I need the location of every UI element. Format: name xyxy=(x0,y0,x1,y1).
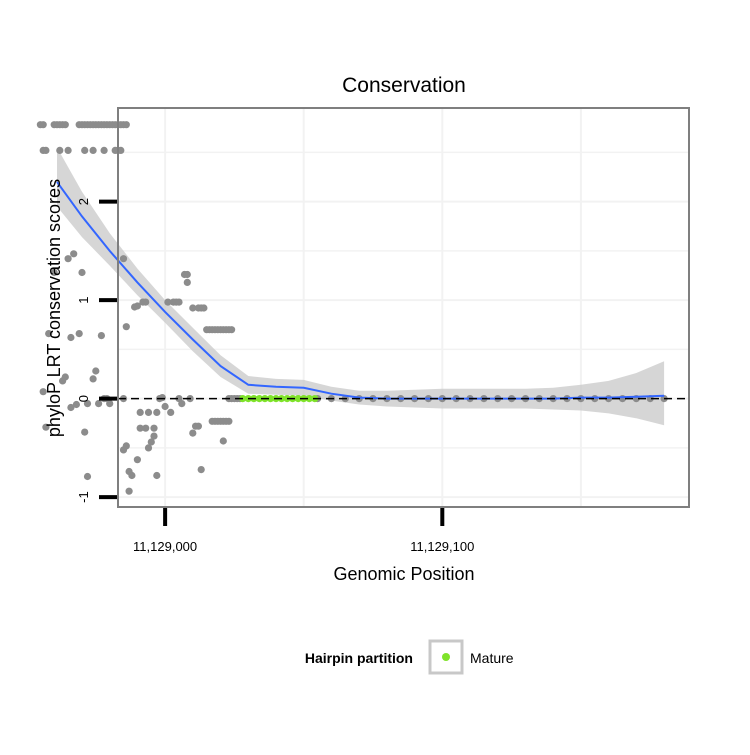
conservation-point xyxy=(150,432,158,440)
conservation-point xyxy=(92,367,100,375)
x-axis-label: Genomic Position xyxy=(333,564,474,584)
conservation-point xyxy=(225,417,233,425)
conservation-point xyxy=(167,408,175,416)
axis-layer: -1 0 1 2 11,129,000 11,129,100 xyxy=(76,198,474,554)
conservation-point xyxy=(153,471,161,480)
chart-title: Conservation xyxy=(342,74,466,97)
conservation-point xyxy=(144,444,153,452)
mature-point xyxy=(294,395,302,403)
conservation-point xyxy=(219,437,227,445)
conservation-point xyxy=(144,408,153,416)
conservation-point xyxy=(183,278,191,286)
conservation-point xyxy=(228,326,236,334)
conservation-point xyxy=(161,402,169,411)
conservation-point xyxy=(142,298,150,306)
conservation-point xyxy=(153,408,161,416)
conservation-point xyxy=(61,373,69,381)
legend-title: Hairpin partition xyxy=(305,650,413,666)
y-tick-label: 2 xyxy=(76,198,91,205)
conservation-point xyxy=(136,424,144,432)
legend-key-box xyxy=(428,639,464,675)
conservation-point xyxy=(81,146,89,154)
conservation-point xyxy=(106,400,114,408)
conservation-point xyxy=(119,255,128,263)
conservation-point xyxy=(175,298,183,306)
panel-border xyxy=(117,107,690,508)
conservation-point xyxy=(45,330,53,338)
conservation-point xyxy=(39,388,47,396)
conservation-point xyxy=(64,146,72,154)
legend-entry-mature-label: Mature xyxy=(470,650,514,666)
conservation-point xyxy=(70,250,78,258)
conservation-point xyxy=(56,146,64,154)
conservation-point xyxy=(81,428,89,436)
conservation-point xyxy=(75,330,83,338)
conservation-point xyxy=(183,270,191,279)
conservation-point xyxy=(189,304,197,312)
conservation-point xyxy=(50,268,58,277)
conservation-point xyxy=(189,429,197,437)
conservation-point xyxy=(39,121,47,129)
x-tick-label: 11,129,100 xyxy=(410,539,474,554)
conservation-point xyxy=(194,422,202,430)
conservation-point xyxy=(42,423,50,431)
y-tick-label: -1 xyxy=(76,491,91,503)
conservation-point xyxy=(42,146,50,154)
conservation-point xyxy=(200,304,208,312)
conservation-point xyxy=(64,255,72,263)
mature-point xyxy=(305,395,313,403)
conservation-point xyxy=(83,400,92,408)
conservation-point xyxy=(67,403,75,412)
conservation-point xyxy=(133,302,141,310)
conservation-point xyxy=(78,268,86,277)
conservation-point xyxy=(158,394,166,402)
conservation-point xyxy=(89,146,97,154)
conservation-point xyxy=(197,466,205,474)
line-layer xyxy=(56,181,689,400)
conservation-point xyxy=(72,400,80,409)
conservation-point xyxy=(164,298,172,306)
legend: Hairpin partition Mature xyxy=(305,639,514,675)
conservation-point xyxy=(125,487,133,495)
conservation-point xyxy=(178,400,186,408)
conservation-point xyxy=(122,442,130,450)
mature-point xyxy=(255,395,263,403)
conservation-point xyxy=(133,456,141,464)
conservation-point xyxy=(122,323,130,331)
conservation-point xyxy=(122,121,130,129)
conservation-point xyxy=(83,472,92,481)
conservation-point xyxy=(142,424,150,432)
x-tick-label: 11,129,000 xyxy=(133,539,197,554)
points-layer xyxy=(36,121,668,495)
conservation-point xyxy=(61,121,69,129)
conservation-point xyxy=(95,400,103,408)
conservation-point xyxy=(100,146,108,154)
conservation-point xyxy=(89,375,97,383)
conservation-point xyxy=(147,438,155,446)
y-axis-label: phyloP LRT conservation scores xyxy=(44,179,64,437)
y-tick-label: 1 xyxy=(76,296,91,303)
mature-point xyxy=(266,395,275,403)
conservation-point xyxy=(97,332,105,340)
conservation-point xyxy=(128,471,136,480)
conservation-point xyxy=(67,333,75,342)
legend-key-mature-swatch xyxy=(442,653,450,661)
conservation-point xyxy=(136,408,144,416)
y-tick-label: 0 xyxy=(76,395,91,402)
conservation-point xyxy=(150,424,158,432)
